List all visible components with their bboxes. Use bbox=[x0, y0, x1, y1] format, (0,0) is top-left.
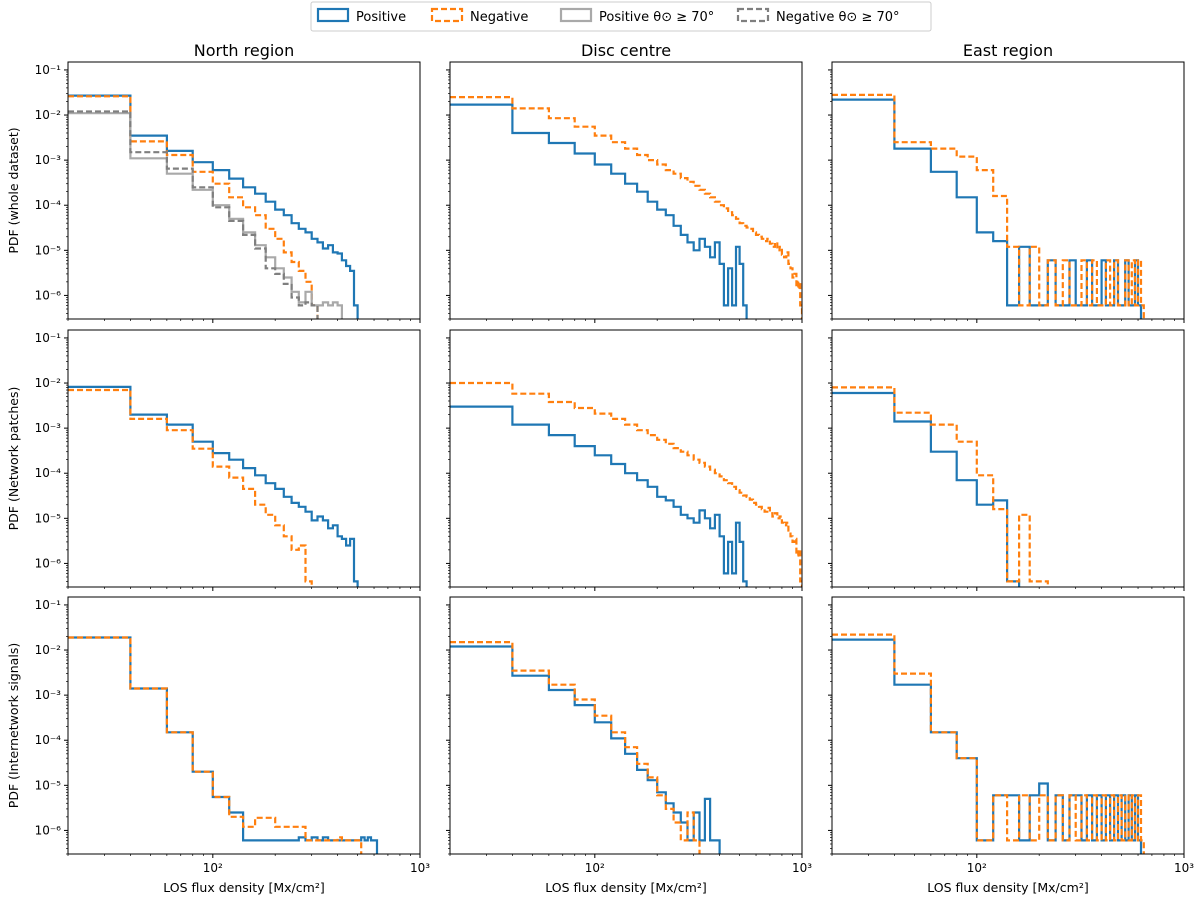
y-tick-label: 10⁻⁵ bbox=[35, 243, 62, 257]
series-group bbox=[450, 381, 802, 587]
panel-r1-c1 bbox=[446, 329, 803, 591]
series-line bbox=[450, 103, 748, 319]
panel-r0-c1: Disc centre bbox=[446, 41, 803, 323]
y-tick-label: 10⁻¹ bbox=[35, 598, 62, 612]
y-tick-label: 10⁻⁶ bbox=[35, 823, 62, 837]
series-line bbox=[68, 636, 379, 854]
axes-frame bbox=[67, 329, 421, 588]
series-group bbox=[832, 93, 1145, 319]
panel-r1-c0: PDF (Network patches) 10⁻⁶ 10⁻⁵ 10⁻⁴ 10⁻³ 10⁻… bbox=[6, 329, 421, 591]
series-line bbox=[832, 391, 1021, 587]
legend-swatch bbox=[430, 7, 464, 23]
y-tick-label: 10⁻⁶ bbox=[35, 556, 62, 570]
axes-frame bbox=[449, 61, 803, 320]
series-line bbox=[68, 636, 363, 854]
axes-frame bbox=[449, 329, 803, 588]
series-group bbox=[68, 636, 379, 854]
axes-frame bbox=[449, 596, 803, 855]
series-line bbox=[832, 93, 1145, 319]
y-tick-label: 10⁻² bbox=[35, 108, 62, 122]
series-line bbox=[68, 112, 343, 319]
y-tick-label: 10⁻³ bbox=[35, 688, 62, 702]
legend-swatch bbox=[559, 7, 593, 23]
panel-r2-c2: 10² 10³ LOS flux density [Mx/cm²] bbox=[828, 596, 1194, 895]
y-tick-label: 10⁻² bbox=[35, 643, 62, 657]
panel-r0-c2: East region bbox=[828, 41, 1185, 323]
series-group bbox=[832, 386, 1049, 587]
x-tick-label: 10³ bbox=[792, 861, 812, 875]
series-group bbox=[450, 641, 721, 854]
panel-r1-c2 bbox=[828, 329, 1185, 591]
legend-label: Positive bbox=[356, 10, 406, 25]
legend-label: Positive θ⊙ ≥ 70° bbox=[599, 10, 714, 25]
y-tick-label: 10⁻⁴ bbox=[35, 733, 62, 747]
panel-r0-c0: North region PDF (whole dataset) 10⁻⁶ 10⁻⁵ 1… bbox=[6, 41, 421, 323]
legend: Positive Negative Positive θ⊙ ≥ 70° Negativ… bbox=[310, 1, 932, 32]
series-group bbox=[450, 96, 802, 319]
y-tick-label: 10⁻¹ bbox=[35, 331, 62, 345]
series-line bbox=[450, 96, 802, 319]
series-line bbox=[68, 110, 319, 319]
x-tick-label: 10² bbox=[585, 861, 605, 875]
series-line bbox=[450, 381, 802, 587]
axes-frame bbox=[67, 61, 421, 320]
row-ylabel: PDF (Internetwork signals) bbox=[6, 643, 21, 808]
y-tick-label: 10⁻² bbox=[35, 376, 62, 390]
series-line bbox=[68, 388, 313, 587]
series-line bbox=[450, 641, 701, 854]
x-axis-label: LOS flux density [Mx/cm²] bbox=[163, 880, 324, 895]
panel-r2-c1: 10² 10³ LOS flux density [Mx/cm²] bbox=[446, 596, 812, 895]
series-line bbox=[68, 385, 359, 587]
row-ylabel: PDF (Network patches) bbox=[6, 387, 21, 531]
y-tick-label: 10⁻⁵ bbox=[35, 778, 62, 792]
series-group bbox=[832, 633, 1145, 854]
legend-box bbox=[310, 1, 932, 32]
series-line bbox=[832, 386, 1049, 587]
series-line bbox=[68, 95, 319, 319]
axes-frame bbox=[831, 329, 1185, 588]
x-tick-label: 10² bbox=[967, 861, 987, 875]
legend-label: Negative bbox=[470, 10, 528, 25]
x-axis-label: LOS flux density [Mx/cm²] bbox=[927, 880, 1088, 895]
y-tick-label: 10⁻³ bbox=[35, 421, 62, 435]
series-group bbox=[68, 94, 359, 319]
row-ylabel: PDF (whole dataset) bbox=[6, 127, 21, 253]
x-tick-label: 10² bbox=[203, 861, 223, 875]
series-line bbox=[832, 638, 1143, 854]
x-axis-label: LOS flux density [Mx/cm²] bbox=[545, 880, 706, 895]
y-tick-label: 10⁻⁴ bbox=[35, 198, 62, 212]
panel-r2-c0: PDF (Internetwork signals) 10⁻⁶ 10⁻⁵ 10⁻⁴ 10… bbox=[6, 596, 430, 895]
series-line bbox=[832, 98, 1143, 319]
column-title: East region bbox=[963, 41, 1053, 60]
axes-frame bbox=[831, 61, 1185, 320]
series-line bbox=[68, 94, 359, 319]
axes-frame bbox=[67, 596, 421, 855]
legend-swatch bbox=[736, 7, 770, 23]
series-group bbox=[68, 385, 359, 587]
y-tick-label: 10⁻⁴ bbox=[35, 466, 62, 480]
column-title: Disc centre bbox=[581, 41, 671, 60]
x-tick-label: 10³ bbox=[410, 861, 430, 875]
axes-frame bbox=[831, 596, 1185, 855]
legend-label: Negative θ⊙ ≥ 70° bbox=[776, 10, 900, 25]
series-line bbox=[832, 633, 1145, 854]
series-line bbox=[450, 645, 721, 854]
series-line bbox=[450, 405, 748, 587]
x-tick-label: 10³ bbox=[1174, 861, 1194, 875]
y-tick-label: 10⁻¹ bbox=[35, 63, 62, 77]
y-tick-label: 10⁻⁵ bbox=[35, 511, 62, 525]
y-tick-label: 10⁻⁶ bbox=[35, 288, 62, 302]
legend-swatch bbox=[316, 7, 350, 23]
y-tick-label: 10⁻³ bbox=[35, 153, 62, 167]
column-title: North region bbox=[194, 41, 294, 60]
